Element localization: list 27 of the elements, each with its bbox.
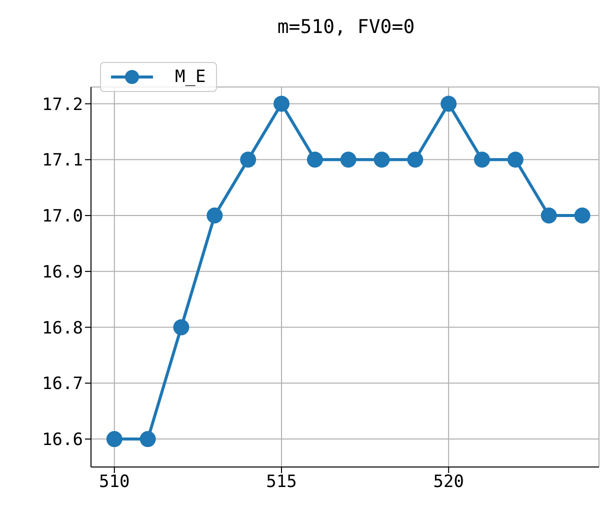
- point: [374, 152, 390, 168]
- point: [206, 208, 223, 224]
- point: [306, 152, 323, 168]
- chart-title: m=510, FV0=0: [276, 16, 416, 38]
- legend-label: M_E: [175, 67, 206, 87]
- point: [474, 152, 490, 168]
- point: [440, 96, 457, 112]
- point: [340, 152, 356, 168]
- point: [173, 319, 190, 336]
- point: [574, 208, 590, 224]
- point: [540, 208, 557, 224]
- y-tick-label: 16.6: [42, 430, 83, 450]
- x-tick-label: 520: [433, 472, 464, 492]
- point: [240, 152, 256, 168]
- y-tick-label: 16.8: [42, 318, 83, 338]
- x-tick-label: 510: [99, 472, 130, 492]
- y-tick-label: 17.2: [42, 94, 83, 115]
- x-tick-label: 515: [266, 472, 297, 492]
- y-tick-label: 16.7: [42, 374, 83, 394]
- point: [507, 152, 524, 168]
- y-tick-label: 17.0: [42, 206, 83, 227]
- y-tick-label: 16.9: [42, 262, 83, 282]
- y-tick-label: 17.1: [42, 150, 83, 171]
- point: [140, 431, 156, 448]
- point: [407, 152, 424, 168]
- point: [274, 96, 290, 112]
- point: [106, 431, 122, 448]
